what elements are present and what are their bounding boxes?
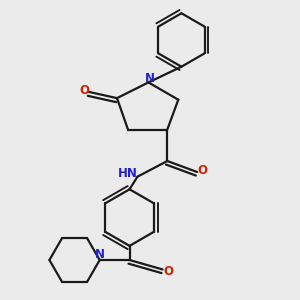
- Text: O: O: [79, 84, 89, 97]
- Text: N: N: [95, 248, 105, 261]
- Text: O: O: [198, 164, 208, 177]
- Text: O: O: [163, 265, 173, 278]
- Text: N: N: [145, 72, 155, 85]
- Text: HN: HN: [118, 167, 138, 180]
